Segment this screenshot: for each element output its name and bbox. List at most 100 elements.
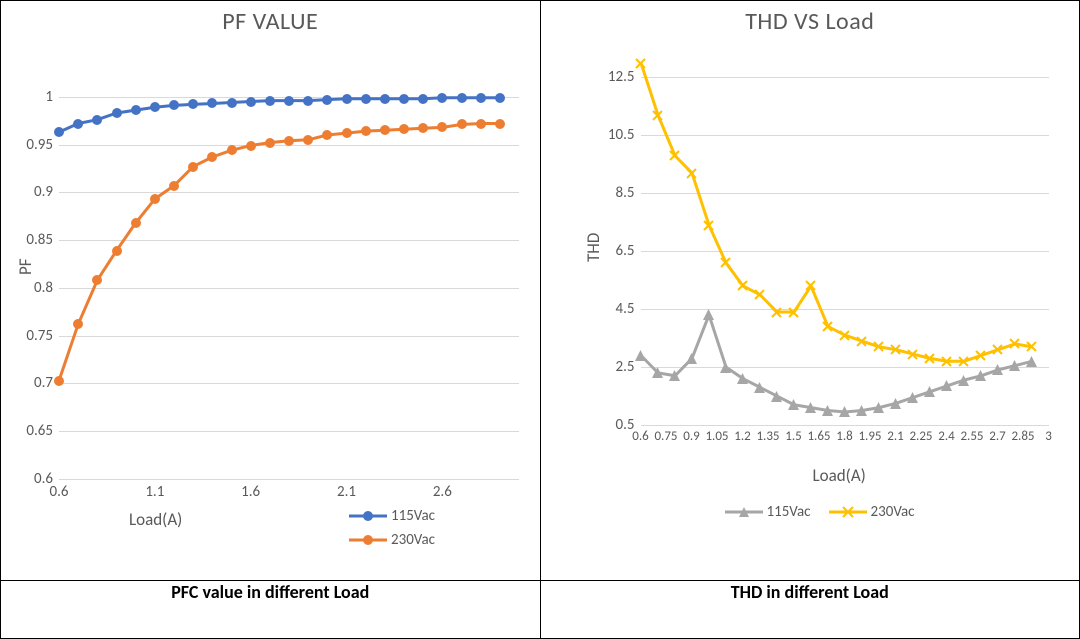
marker-x (839, 330, 850, 341)
x-tick-label: 1.1 (145, 479, 164, 501)
thd-x-axis-label: Load(A) (813, 465, 866, 486)
x-tick-label: 1.2 (734, 425, 750, 444)
marker-triangle (652, 367, 663, 378)
thd-chart-title: THD VS Load (541, 7, 1080, 36)
marker-triangle (975, 370, 986, 381)
gridline-h (641, 135, 1049, 136)
marker-x (788, 307, 799, 318)
marker-circle (112, 246, 122, 256)
x-tick-label: 0.6 (632, 425, 648, 444)
marker-circle (457, 93, 467, 103)
marker-circle (476, 93, 486, 103)
x-tick-label: 2.6 (433, 479, 452, 501)
marker-triangle (839, 406, 850, 417)
marker-x (890, 344, 901, 355)
marker-circle (418, 94, 428, 104)
marker-x (771, 307, 782, 318)
y-tick-label: 0.95 (26, 136, 59, 154)
legend-swatch-icon (349, 509, 387, 523)
marker-x (737, 280, 748, 291)
y-tick-label: 0.85 (26, 231, 59, 249)
marker-x (720, 257, 731, 268)
marker-circle (207, 152, 217, 162)
marker-x (924, 353, 935, 364)
gridline-h (59, 431, 519, 432)
legend-swatch-icon (349, 533, 387, 547)
marker-circle (457, 119, 467, 129)
marker-triangle (873, 402, 884, 413)
marker-circle (284, 136, 294, 146)
marker-triangle (941, 380, 952, 391)
marker-triangle (788, 399, 799, 410)
y-tick-label: 10.5 (608, 126, 641, 144)
marker-x (686, 168, 697, 179)
marker-circle (169, 100, 179, 110)
marker-x (822, 321, 833, 332)
marker-triangle (720, 362, 731, 373)
x-tick-label: 1.6 (241, 479, 260, 501)
y-tick-label: 1 (45, 88, 59, 106)
pf-caption: PFC value in different Load (171, 581, 369, 603)
pf-plot-area: 0.60.650.70.750.80.850.90.9510.61.11.62.… (59, 49, 519, 479)
marker-circle (73, 119, 83, 129)
pf-legend: 115Vac 230Vac (349, 507, 435, 549)
marker-x (635, 58, 646, 69)
marker-circle (131, 105, 141, 115)
marker-circle (227, 145, 237, 155)
marker-x (669, 150, 680, 161)
marker-circle (54, 127, 64, 137)
thd-chart-cell: THD VS Load 0.52.54.56.58.510.512.50.60.… (540, 1, 1080, 581)
x-tick-label: 3 (1045, 425, 1052, 444)
x-tick-label: 2.55 (960, 425, 983, 444)
x-tick-label: 0.9 (683, 425, 699, 444)
marker-circle (380, 125, 390, 135)
legend-item-115Vac: 115Vac (349, 507, 435, 525)
legend-item-230Vac: 230Vac (349, 531, 435, 549)
marker-triangle (669, 370, 680, 381)
gridline-h (59, 192, 519, 193)
marker-triangle (686, 353, 697, 364)
thd-caption-cell: THD in different Load (540, 581, 1080, 639)
thd-y-axis-label: THD (583, 233, 604, 262)
marker-circle (188, 99, 198, 109)
x-tick-label: 2.85 (1011, 425, 1034, 444)
marker-triangle (907, 392, 918, 403)
marker-circle (361, 126, 371, 136)
x-tick-label: 1.95 (858, 425, 881, 444)
marker-x (652, 110, 663, 121)
marker-circle (207, 98, 217, 108)
marker-x (992, 344, 1003, 355)
marker-circle (246, 97, 256, 107)
series-115Vac (59, 49, 519, 479)
x-tick-label: 2.25 (909, 425, 932, 444)
x-tick-label: 1.5 (785, 425, 801, 444)
marker-circle (303, 135, 313, 145)
y-tick-label: 4.5 (616, 300, 641, 318)
series-230Vac (641, 63, 1049, 425)
marker-circle (92, 275, 102, 285)
series-230Vac (59, 49, 519, 479)
pf-caption-cell: PFC value in different Load (1, 581, 541, 639)
legend-label: 230Vac (391, 531, 435, 549)
marker-x (1009, 338, 1020, 349)
marker-circle (265, 96, 275, 106)
gridline-h (641, 367, 1049, 368)
gridline-h (59, 336, 519, 337)
gridline-h (641, 193, 1049, 194)
marker-circle (112, 108, 122, 118)
marker-x (975, 350, 986, 361)
marker-circle (418, 123, 428, 133)
marker-triangle (1009, 360, 1020, 371)
marker-x (1026, 341, 1037, 352)
y-tick-label: 0.75 (26, 327, 59, 345)
marker-triangle (703, 309, 714, 320)
legend-label: 115Vac (391, 507, 435, 525)
y-tick-label: 0.65 (26, 422, 59, 440)
marker-circle (399, 94, 409, 104)
marker-circle (284, 96, 294, 106)
gridline-h (59, 288, 519, 289)
y-tick-label: 6.5 (616, 242, 641, 260)
gridline-h (641, 77, 1049, 78)
y-tick-label: 8.5 (616, 184, 641, 202)
x-tick-label: 0.75 (654, 425, 677, 444)
